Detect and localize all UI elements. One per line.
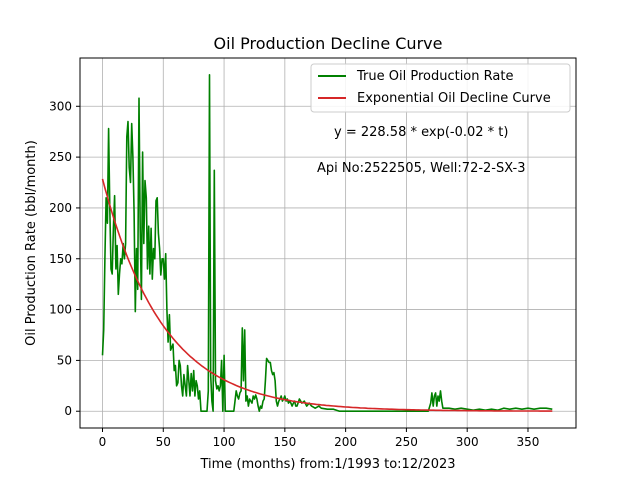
x-axis-label: Time (months) from:1/1993 to:12/2023 xyxy=(199,457,455,472)
equation-annotation: y = 228.58 * exp(-0.02 * t) xyxy=(334,125,508,140)
true-rate-line xyxy=(101,74,553,412)
legend-label-true-rate: True Oil Production Rate xyxy=(356,69,513,84)
x-tick-label: 150 xyxy=(273,435,296,449)
x-axis: 0 50 100 150 200 250 300 350 xyxy=(99,428,540,449)
decline-curve-line xyxy=(101,178,553,412)
y-tick-label: 150 xyxy=(49,252,72,266)
legend-label-decline-curve: Exponential Oil Decline Curve xyxy=(357,91,551,106)
x-tick-label: 250 xyxy=(395,435,418,449)
x-tick-label: 50 xyxy=(156,435,171,449)
y-tick-label: 50 xyxy=(57,353,72,367)
legend-box xyxy=(310,63,571,113)
y-tick-label: 300 xyxy=(49,99,72,113)
x-tick-label: 0 xyxy=(99,435,107,449)
x-tick-label: 200 xyxy=(334,435,357,449)
well-annotation: Api No:2522505, Well:72-2-SX-3 xyxy=(317,161,525,176)
x-tick-label: 300 xyxy=(456,435,479,449)
legend: True Oil Production Rate Exponential Oil… xyxy=(310,63,571,113)
x-tick-label: 350 xyxy=(517,435,540,449)
y-axis-label: Oil Production Rate (bbl/month) xyxy=(24,140,39,346)
y-tick-label: 200 xyxy=(49,201,72,215)
y-axis: 0 50 100 150 200 250 300 xyxy=(49,99,80,418)
series-group xyxy=(101,74,553,412)
y-tick-label: 250 xyxy=(49,150,72,164)
y-tick-label: 100 xyxy=(49,303,72,317)
chart-title: Oil Production Decline Curve xyxy=(214,34,443,53)
plot-frame xyxy=(79,57,577,429)
y-tick-label: 0 xyxy=(64,404,72,418)
x-tick-label: 100 xyxy=(213,435,236,449)
